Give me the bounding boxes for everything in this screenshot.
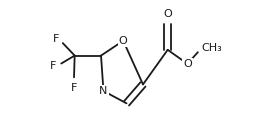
Text: F: F xyxy=(53,34,59,44)
Text: O: O xyxy=(119,36,128,46)
Text: N: N xyxy=(99,86,108,96)
Text: F: F xyxy=(71,83,77,93)
Text: O: O xyxy=(183,59,192,69)
Text: O: O xyxy=(163,9,172,19)
Text: F: F xyxy=(50,61,57,71)
Text: CH₃: CH₃ xyxy=(201,43,222,53)
